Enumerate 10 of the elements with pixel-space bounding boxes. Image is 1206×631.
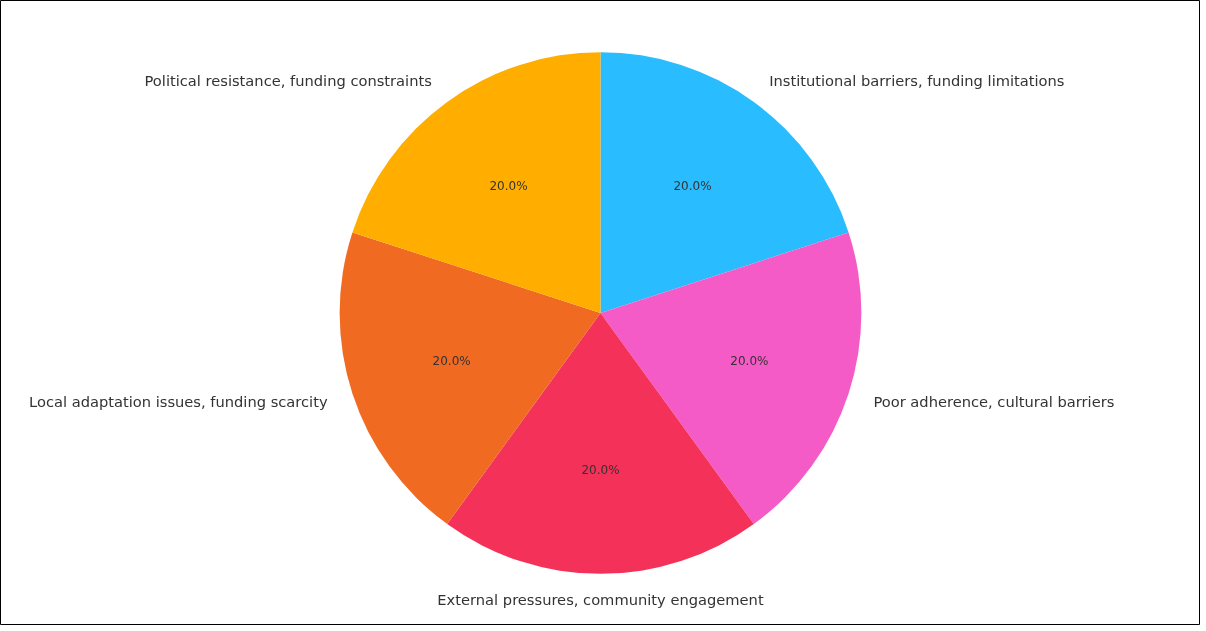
slice-label: Local adaptation issues, funding scarcity: [29, 393, 328, 411]
data-label: 20.0%: [581, 462, 620, 477]
slice-label: External pressures, community engagement: [437, 591, 764, 609]
data-label: 20.0%: [673, 179, 712, 194]
slice-label: Poor adherence, cultural barriers: [873, 393, 1115, 411]
data-label: 20.0%: [432, 354, 471, 369]
data-label: 20.0%: [730, 354, 769, 369]
slice-label: Political resistance, funding constraints: [144, 72, 432, 90]
data-label: 20.0%: [489, 179, 528, 194]
slice-label: Institutional barriers, funding limitations: [769, 72, 1065, 90]
